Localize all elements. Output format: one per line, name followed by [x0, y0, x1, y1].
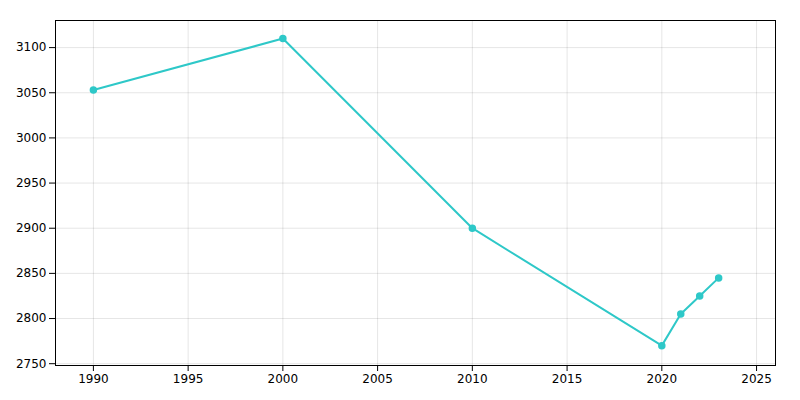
svg-text:2800: 2800 — [16, 311, 47, 325]
svg-text:2010: 2010 — [457, 372, 488, 386]
svg-text:2850: 2850 — [16, 266, 47, 280]
svg-text:2000: 2000 — [268, 372, 299, 386]
svg-text:3000: 3000 — [16, 131, 47, 145]
svg-text:2025: 2025 — [741, 372, 772, 386]
svg-text:2750: 2750 — [16, 357, 47, 371]
svg-text:2950: 2950 — [16, 176, 47, 190]
svg-text:1990: 1990 — [78, 372, 109, 386]
svg-text:2005: 2005 — [362, 372, 393, 386]
svg-text:2020: 2020 — [647, 372, 678, 386]
svg-text:2015: 2015 — [552, 372, 583, 386]
svg-text:3050: 3050 — [16, 86, 47, 100]
svg-text:1995: 1995 — [173, 372, 204, 386]
svg-text:3100: 3100 — [16, 40, 47, 54]
svg-text:2900: 2900 — [16, 221, 47, 235]
